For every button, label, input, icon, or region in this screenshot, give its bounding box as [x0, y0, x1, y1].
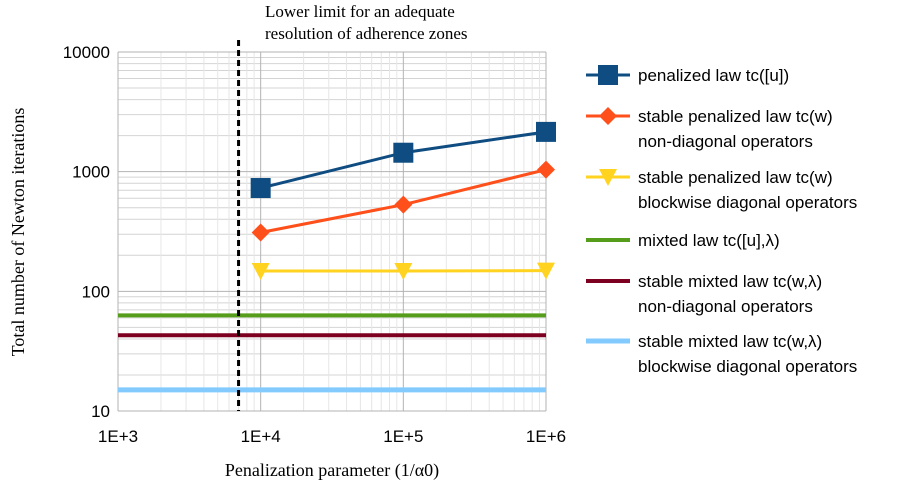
legend-label: non-diagonal operators — [638, 297, 813, 316]
x-tick-label: 1E+3 — [98, 427, 138, 446]
grid-major — [117, 51, 547, 412]
legend-label: blockwise diagonal operators — [638, 357, 857, 376]
grid-minor — [118, 52, 546, 411]
x-tick-label: 1E+6 — [526, 427, 566, 446]
data-point-triangle — [394, 262, 413, 280]
legend-label: stable mixted law tc(w,λ) — [638, 332, 822, 351]
y-tick-label: 10 — [91, 402, 110, 421]
x-tick-label: 1E+4 — [241, 427, 281, 446]
data-point-square — [250, 178, 271, 199]
data-point-diamond — [537, 160, 555, 179]
series-layer — [118, 121, 556, 393]
legend-label: mixted law tc([u],λ) — [638, 231, 780, 250]
data-point-triangle — [251, 262, 270, 280]
legend-label: stable mixted law tc(w,λ) — [638, 272, 822, 291]
legend-label: non-diagonal operators — [638, 132, 813, 151]
annotation-layer: Lower limit for an adequate resolution of… — [237, 2, 468, 411]
x-axis-title: Penalization parameter (1/α0) — [225, 460, 439, 481]
legend: penalized law tc([u]) stable penalized la… — [586, 65, 857, 376]
legend-label: stable penalized law tc(w) — [638, 168, 833, 187]
y-tick-label: 1000 — [72, 163, 110, 182]
limit-annotation-text: resolution of adherence zones — [265, 24, 468, 43]
data-point-diamond — [599, 107, 617, 125]
x-tick-label: 1E+5 — [383, 427, 423, 446]
data-point-diamond — [394, 195, 413, 214]
data-point-square — [536, 121, 556, 142]
legend-label: penalized law tc([u]) — [638, 66, 789, 85]
data-point-square — [393, 142, 414, 163]
data-point-diamond — [251, 223, 270, 242]
limit-annotation-text: Lower limit for an adequate — [265, 2, 455, 21]
plot-frame — [117, 52, 546, 412]
y-axis-title: Total number of Newton iterations — [8, 108, 28, 357]
legend-label: stable penalized law tc(w) — [638, 107, 833, 126]
legend-label: blockwise diagonal operators — [638, 193, 857, 212]
y-tick-label: 100 — [82, 282, 110, 301]
data-point-square — [598, 65, 618, 85]
data-point-triangle — [537, 262, 555, 280]
y-tick-label: 10000 — [63, 43, 110, 62]
tick-layer: 10 100 1000 10000 1E+3 1E+4 1E+5 1E+6 — [63, 43, 566, 446]
data-point-triangle — [599, 169, 617, 186]
